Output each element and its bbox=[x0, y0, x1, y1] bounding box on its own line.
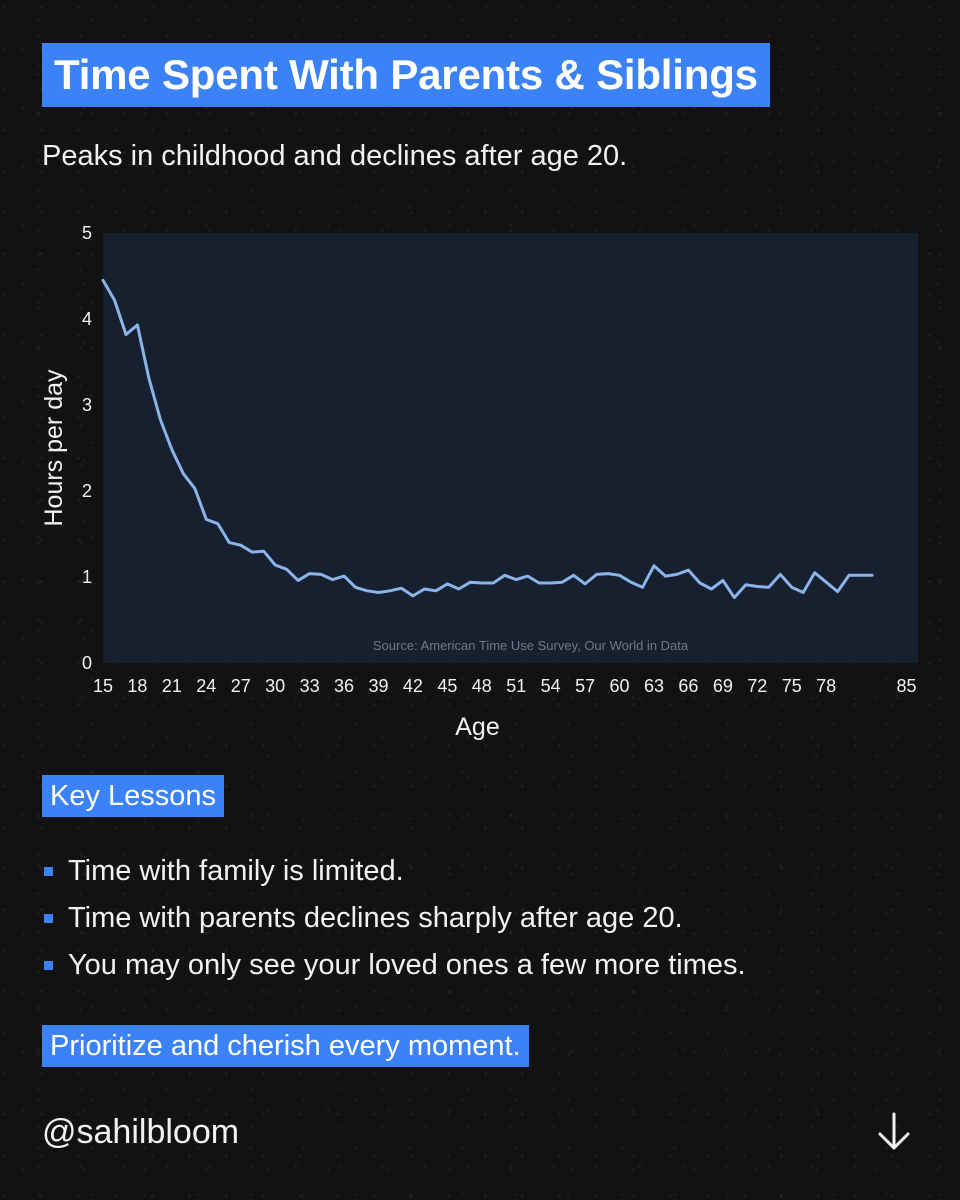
arrow-down-icon[interactable] bbox=[872, 1110, 916, 1154]
lesson-text: Time with family is limited. bbox=[68, 855, 404, 887]
x-tick-label: 33 bbox=[300, 676, 320, 696]
x-tick-label: 69 bbox=[713, 676, 733, 696]
x-tick-label: 15 bbox=[93, 676, 113, 696]
lesson-item: Time with family is limited. bbox=[42, 848, 746, 895]
y-tick-label: 1 bbox=[82, 567, 92, 587]
lesson-text: You may only see your loved ones a few m… bbox=[68, 949, 746, 981]
y-tick-label: 4 bbox=[82, 309, 92, 329]
lesson-item: You may only see your loved ones a few m… bbox=[42, 942, 746, 989]
y-tick-label: 3 bbox=[82, 395, 92, 415]
page-subtitle: Peaks in childhood and declines after ag… bbox=[42, 140, 628, 172]
y-tick-label: 5 bbox=[82, 223, 92, 243]
y-tick-label: 0 bbox=[82, 653, 92, 673]
x-axis-label: Age bbox=[455, 713, 499, 741]
x-tick-label: 36 bbox=[334, 676, 354, 696]
x-tick-label: 72 bbox=[747, 676, 767, 696]
x-tick-label: 66 bbox=[678, 676, 698, 696]
key-lessons-label: Key Lessons bbox=[50, 779, 217, 812]
x-tick-label: 48 bbox=[472, 676, 492, 696]
bullet-square-icon bbox=[44, 867, 53, 876]
x-tick-label: 42 bbox=[403, 676, 423, 696]
x-tick-label: 39 bbox=[368, 676, 388, 696]
y-axis-label: Hours per day bbox=[40, 369, 68, 527]
x-tick-label: 63 bbox=[644, 676, 664, 696]
x-tick-label: 21 bbox=[162, 676, 182, 696]
x-tick-label: 57 bbox=[575, 676, 595, 696]
lesson-text: Time with parents declines sharply after… bbox=[68, 902, 683, 934]
x-tick-label: 60 bbox=[610, 676, 630, 696]
cta-text: Prioritize and cherish every moment. bbox=[50, 1029, 521, 1062]
page-title: Time Spent With Parents & Siblings bbox=[54, 51, 758, 98]
cta-highlight: Prioritize and cherish every moment. bbox=[42, 1025, 529, 1067]
line-chart: Source: American Time Use Survey, Our Wo… bbox=[40, 223, 918, 741]
x-tick-label: 30 bbox=[265, 676, 285, 696]
x-tick-label: 85 bbox=[897, 676, 917, 696]
key-lessons-highlight: Key Lessons bbox=[42, 775, 225, 817]
x-tick-label: 24 bbox=[196, 676, 216, 696]
plot-area bbox=[103, 233, 918, 663]
x-tick-label: 51 bbox=[506, 676, 526, 696]
bullet-square-icon bbox=[44, 961, 53, 970]
bullet-square-icon bbox=[44, 914, 53, 923]
x-tick-label: 18 bbox=[127, 676, 147, 696]
x-tick-label: 54 bbox=[541, 676, 561, 696]
lessons-list: Time with family is limited. Time with p… bbox=[42, 848, 746, 989]
lesson-item: Time with parents declines sharply after… bbox=[42, 895, 746, 942]
x-tick-label: 45 bbox=[437, 676, 457, 696]
author-handle: @sahilbloom bbox=[42, 1113, 240, 1151]
y-tick-label: 2 bbox=[82, 481, 92, 501]
title-highlight: Time Spent With Parents & Siblings bbox=[42, 43, 770, 107]
x-tick-label: 78 bbox=[816, 676, 836, 696]
x-tick-label: 75 bbox=[782, 676, 802, 696]
x-tick-label: 27 bbox=[231, 676, 251, 696]
series-line bbox=[101, 278, 874, 600]
source-note: Source: American Time Use Survey, Our Wo… bbox=[373, 638, 689, 653]
